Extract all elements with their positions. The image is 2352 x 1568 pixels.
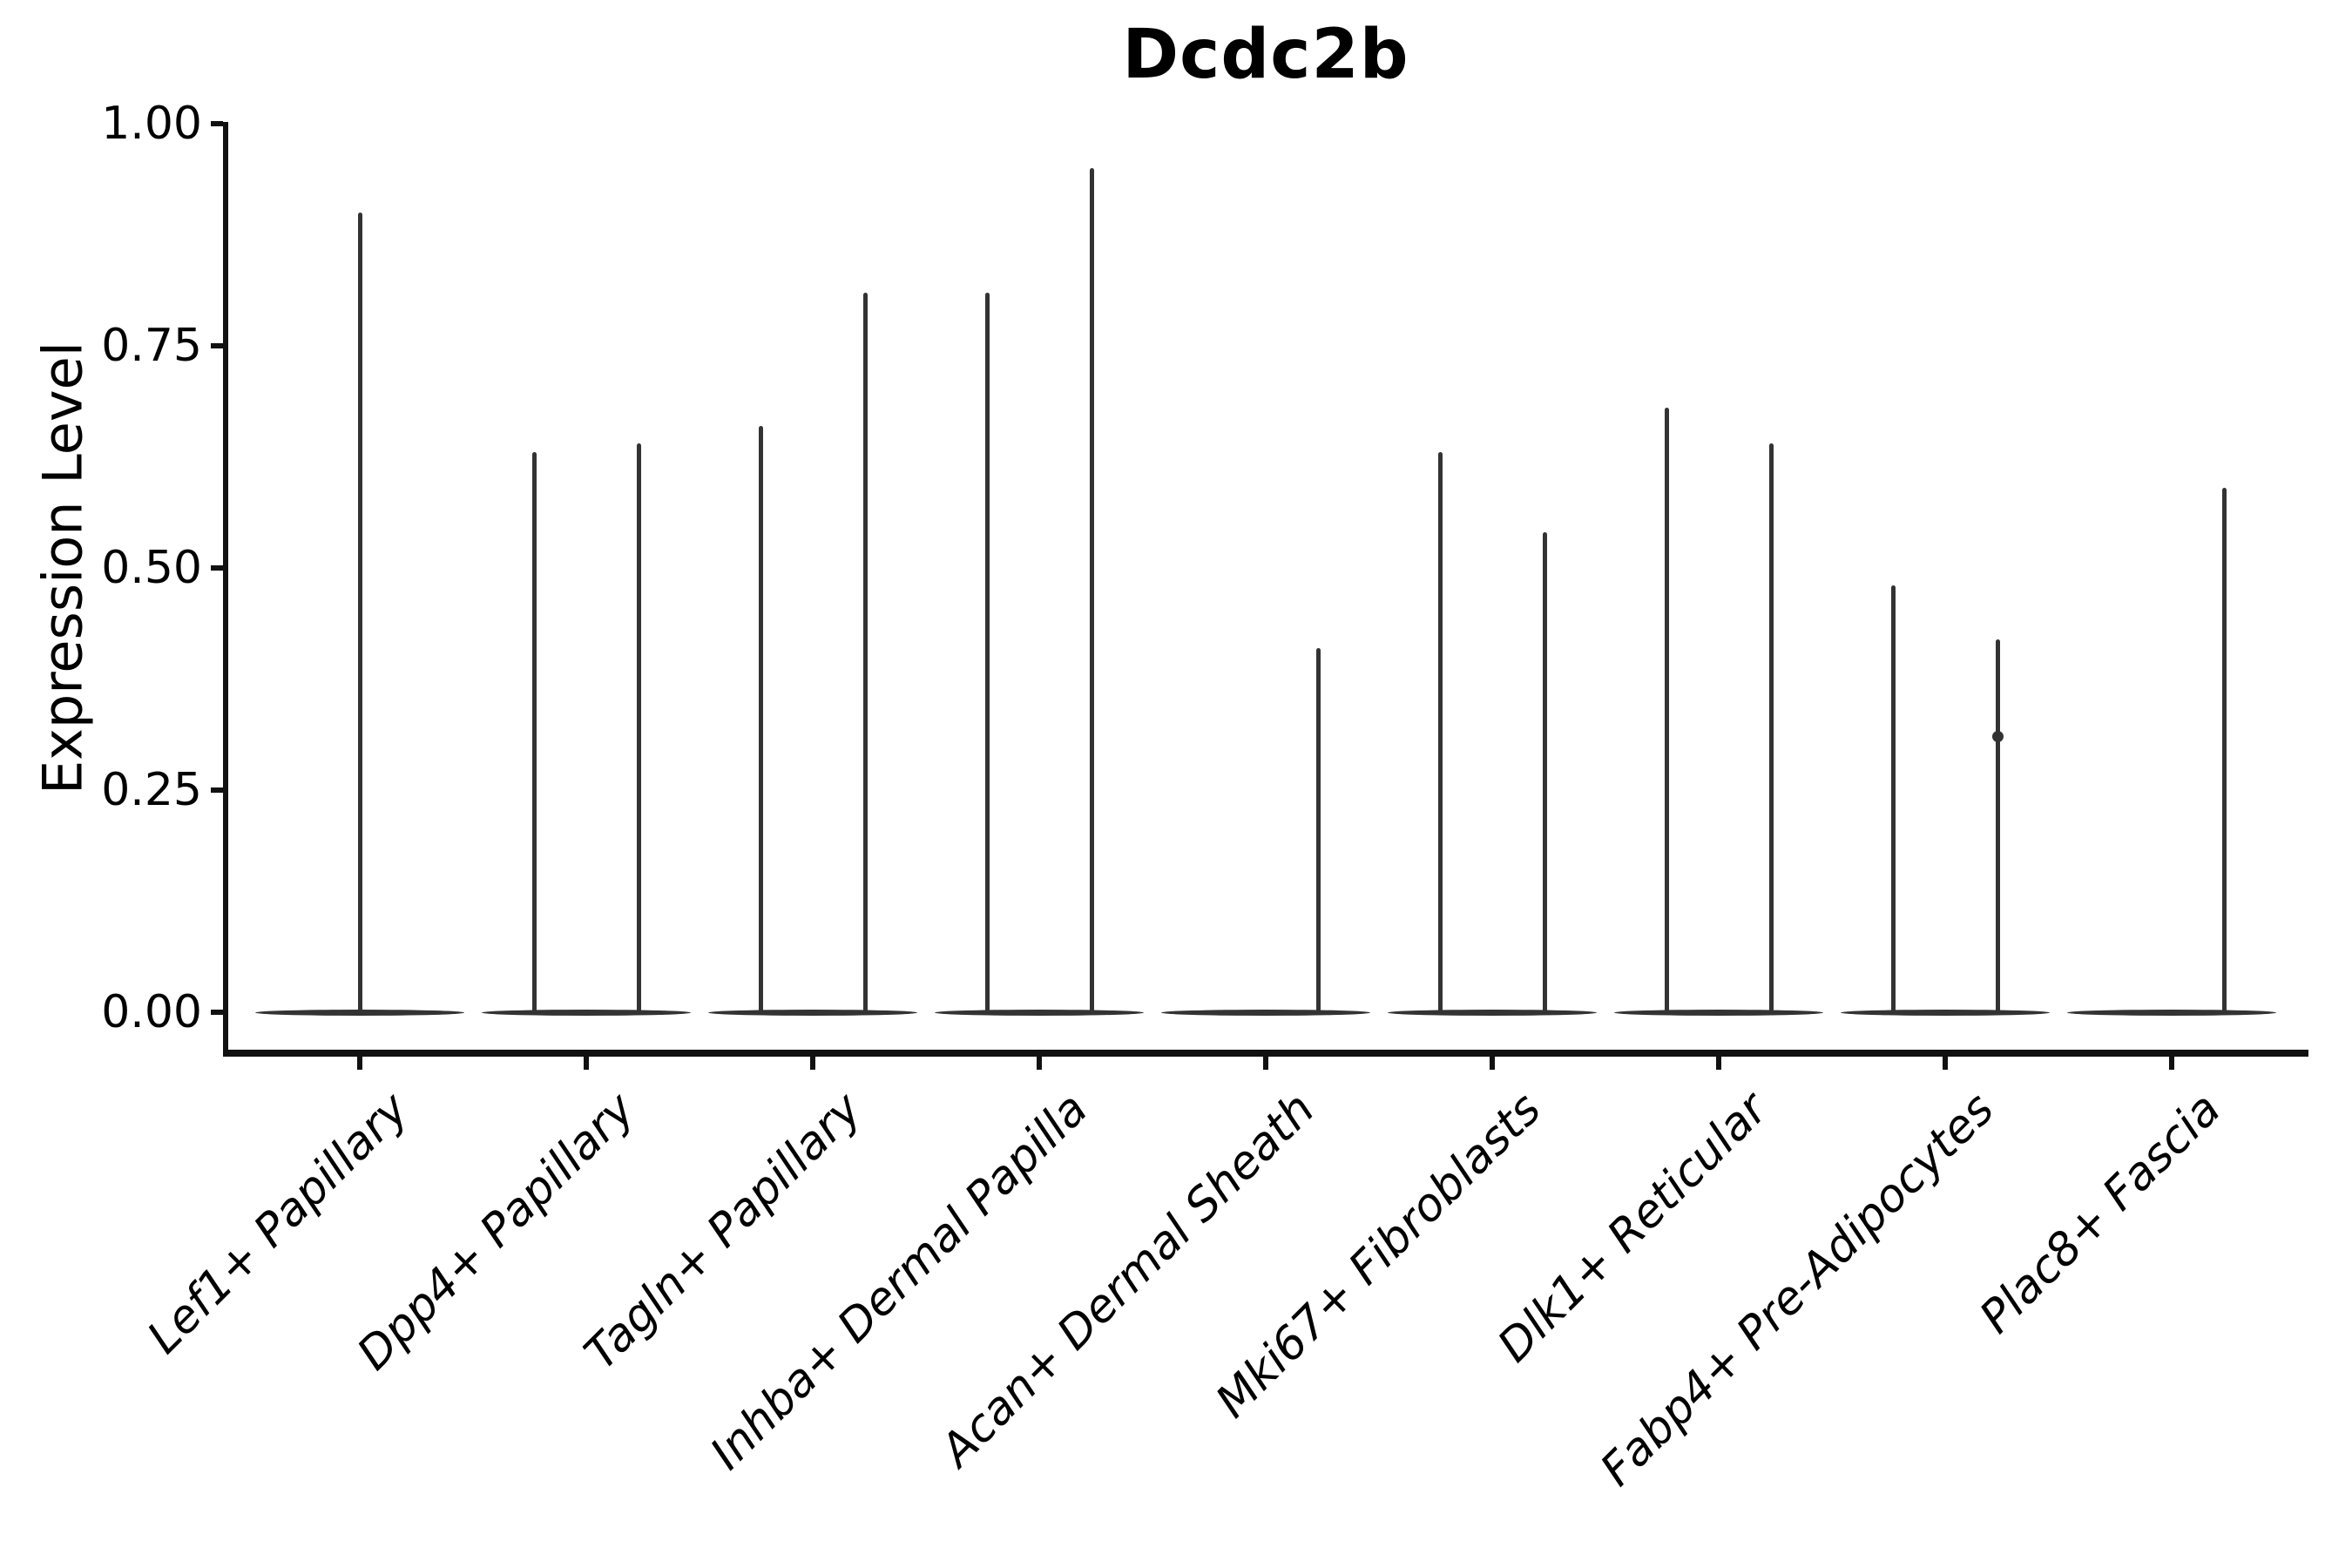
x-tick — [357, 1057, 362, 1070]
violin-spike — [1089, 168, 1094, 1014]
violin-spike — [862, 292, 868, 1014]
x-category-label: Inhba+ Dermal Papilla — [700, 1083, 1098, 1480]
x-tick — [584, 1057, 589, 1070]
x-category-label: Acan+ Dermal Sheath — [930, 1083, 1325, 1477]
violin-base — [935, 1010, 1144, 1016]
x-tick — [1263, 1057, 1268, 1070]
x-tick — [1716, 1057, 1721, 1070]
violin-base — [2067, 1010, 2276, 1016]
violin-spike — [2221, 488, 2227, 1014]
violin-base — [708, 1010, 917, 1016]
violin-base — [1614, 1010, 1823, 1016]
violin-spike — [984, 292, 990, 1014]
y-tick-label: 1.00 — [101, 98, 202, 150]
violin-base — [1388, 1010, 1597, 1016]
violin-base — [1841, 1010, 2050, 1016]
y-tick — [211, 787, 223, 793]
chart-title: Dcdc2b — [1122, 16, 1409, 94]
violin-spike — [1890, 585, 1896, 1014]
y-tick-label: 0.25 — [101, 764, 202, 816]
violin-spike — [1768, 443, 1774, 1014]
violin-spike — [636, 443, 641, 1014]
violin-base — [482, 1010, 691, 1016]
x-tick — [1037, 1057, 1042, 1070]
violin-spike — [758, 425, 763, 1014]
violin-spike — [1437, 452, 1443, 1014]
violin-dot — [1991, 731, 2004, 743]
y-tick-label: 0.75 — [101, 320, 202, 372]
x-axis-spine — [223, 1050, 2308, 1057]
y-tick — [211, 1010, 223, 1015]
x-tick — [1490, 1057, 1495, 1070]
x-category-label: Plac8+ Fascia — [1970, 1083, 2231, 1344]
violin-spike — [1315, 647, 1321, 1014]
violin-spike — [1542, 532, 1547, 1014]
x-tick — [810, 1057, 815, 1070]
x-tick — [1943, 1057, 1948, 1070]
x-tick — [2169, 1057, 2174, 1070]
violin-base — [1161, 1010, 1370, 1016]
violin-spike — [531, 452, 537, 1014]
violin-spike — [357, 213, 362, 1014]
y-tick — [211, 343, 223, 348]
violin-spike — [1664, 408, 1669, 1014]
y-tick — [211, 565, 223, 571]
x-category-label: Fabp4+ Pre-Adipocytes — [1591, 1083, 2004, 1497]
violin-spike — [1995, 639, 2000, 1014]
y-tick-label: 0.50 — [101, 542, 202, 594]
y-tick — [211, 121, 223, 126]
y-tick-label: 0.00 — [101, 986, 202, 1038]
y-axis-spine — [223, 122, 228, 1057]
